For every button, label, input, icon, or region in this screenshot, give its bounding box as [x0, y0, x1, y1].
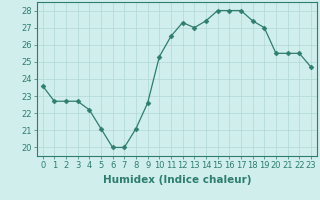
X-axis label: Humidex (Indice chaleur): Humidex (Indice chaleur): [102, 175, 251, 185]
